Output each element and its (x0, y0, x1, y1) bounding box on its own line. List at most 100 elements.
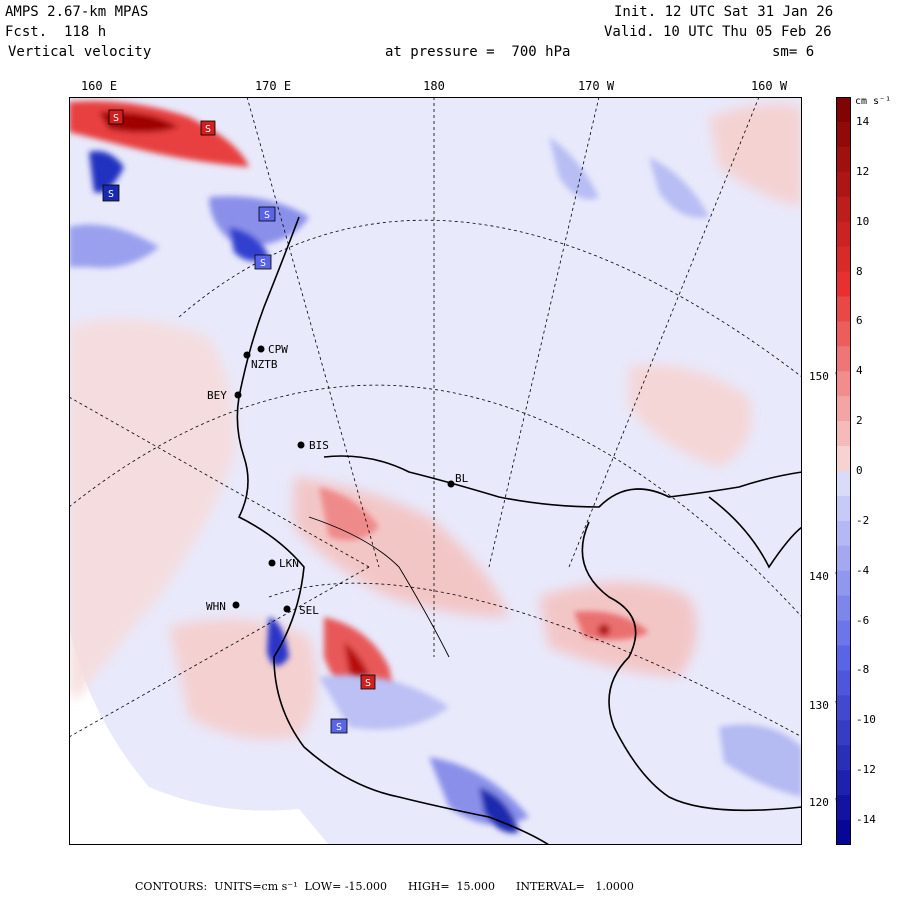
colorbar-band (836, 670, 851, 696)
station-dot-lkn[interactable] (268, 559, 276, 567)
init-time: Init. 12 UTC Sat 31 Jan 26 (614, 4, 834, 20)
station-dot-bis[interactable] (297, 441, 305, 449)
coastline (236, 216, 802, 845)
map-frame (69, 97, 802, 845)
lon-label-160e: 160 E (80, 79, 118, 93)
marie-byrd-land-coast (708, 496, 802, 569)
meridian-170w (488, 97, 600, 568)
colorbar-band (836, 97, 851, 123)
station-dot-bey[interactable] (234, 391, 242, 399)
colorbar-tick-label: -6 (856, 613, 870, 627)
station-label-bis: BIS (309, 439, 329, 452)
parallel-1 (178, 219, 802, 378)
extremum-label-2: S (205, 124, 211, 135)
station-label-sel: SEL (299, 604, 319, 617)
colorbar-band (836, 246, 851, 273)
coastline-victoria-land (236, 216, 550, 845)
station-dot-nztb[interactable] (243, 351, 251, 359)
station-label-lkn: LKN (279, 557, 299, 570)
colorbar-band (836, 495, 851, 522)
colorbar-tick-label: -14 (856, 813, 876, 827)
colorbar-tick-label: 8 (856, 264, 863, 278)
extrema-markers: S S S S S S S (102, 109, 376, 734)
station-dot-cpw[interactable] (257, 345, 265, 353)
colorbar-band (836, 520, 851, 547)
pressure-level: at pressure = 700 hPa (385, 44, 571, 60)
colorbar-band (836, 770, 851, 796)
colorbar-band (836, 271, 851, 297)
extremum-label-5: S (260, 258, 266, 269)
station-markers: CPW NZTB BEY BIS SEL WHN LKN BL (206, 343, 469, 617)
colorbar-tick-label: -8 (856, 663, 870, 677)
colorbar-tick-label: 0 (856, 464, 863, 477)
colorbar-band (836, 171, 851, 198)
field-name: Vertical velocity (8, 44, 152, 60)
colorbar-unit: cm s⁻¹ (855, 96, 892, 107)
colorbar-band (836, 296, 851, 322)
descent-regions (69, 137, 802, 833)
colorbar-band (836, 346, 851, 372)
colorbar-tick-label: 10 (856, 214, 870, 228)
colorbar-band (836, 820, 851, 845)
station-dot-bl[interactable] (447, 480, 455, 488)
colorbar-band (836, 695, 851, 721)
colorbar-tick-label: -10 (856, 713, 876, 727)
colorbar-band (836, 645, 851, 671)
parallel-2 (69, 384, 802, 618)
vertical-velocity-map: CPW NZTB BEY BIS SEL WHN LKN BL S S S S (69, 97, 802, 845)
colorbar-tick-label: 12 (856, 164, 870, 178)
colorbar-tick-label: -2 (856, 513, 870, 527)
colorbar (836, 97, 851, 845)
colorbar-band (836, 446, 851, 472)
contour-info: CONTOURS: UNITS=cm s⁻¹ LOW= -15.000 HIGH… (135, 880, 634, 893)
extremum-label-1: S (113, 113, 119, 124)
colorbar-band (836, 196, 851, 223)
colorbar-band (836, 795, 851, 821)
colorbar-band (836, 121, 851, 148)
colorbar-band (836, 146, 851, 173)
colorbar-band (836, 570, 851, 597)
station-label-bey: BEY (207, 389, 227, 402)
lon-label-180: 180 (423, 79, 445, 93)
colorbar-band (836, 421, 851, 447)
colorbar-band (836, 221, 851, 248)
ross-ice-shelf-front (323, 455, 802, 508)
station-label-cpw: CPW (268, 343, 288, 356)
forecast-hour: Fcst. 118 h (5, 24, 107, 40)
colorbar-tick-label: 6 (856, 314, 863, 328)
extremum-label-3: S (108, 189, 114, 200)
colorbar-band (836, 396, 851, 422)
smoothing-label: sm= 6 (772, 44, 815, 60)
station-label-nztb: NZTB (251, 358, 278, 371)
colorbar-tick-label: 14 (856, 114, 870, 128)
colorbar-tick-label: 2 (856, 414, 863, 428)
grounding-line-east (581, 521, 802, 812)
lon-label-170e: 170 E (254, 79, 292, 93)
station-label-whn: WHN (206, 600, 226, 613)
lon-label-170w: 170 W (577, 79, 615, 93)
colorbar-band (836, 595, 851, 622)
colorbar-tick-label: -4 (856, 563, 870, 577)
station-label-bl: BL (455, 472, 469, 485)
colorbar-band (836, 371, 851, 397)
extremum-label-7: S (336, 722, 342, 733)
colorbar-band (836, 471, 851, 497)
station-dot-whn[interactable] (232, 601, 240, 609)
colorbar-band (836, 745, 851, 771)
colorbar-tick-label: -12 (856, 763, 876, 777)
meridian-160w (568, 97, 760, 568)
colorbar-band (836, 321, 851, 347)
colorbar-band (836, 620, 851, 647)
extremum-label-6: S (365, 678, 371, 689)
lon-label-160w: 160 W (750, 79, 788, 93)
colorbar-band (836, 545, 851, 572)
graticule (69, 97, 802, 738)
extremum-label-4: S (264, 210, 270, 221)
colorbar-tick-label: 4 (856, 364, 863, 378)
grounding-line-west (308, 516, 450, 658)
station-dot-sel[interactable] (283, 605, 291, 613)
colorbar-band (836, 720, 851, 746)
valid-time: Valid. 10 UTC Thu 05 Feb 26 (604, 24, 832, 40)
model-title: AMPS 2.67-km MPAS (5, 4, 149, 20)
out-of-domain-area (69, 627, 329, 845)
